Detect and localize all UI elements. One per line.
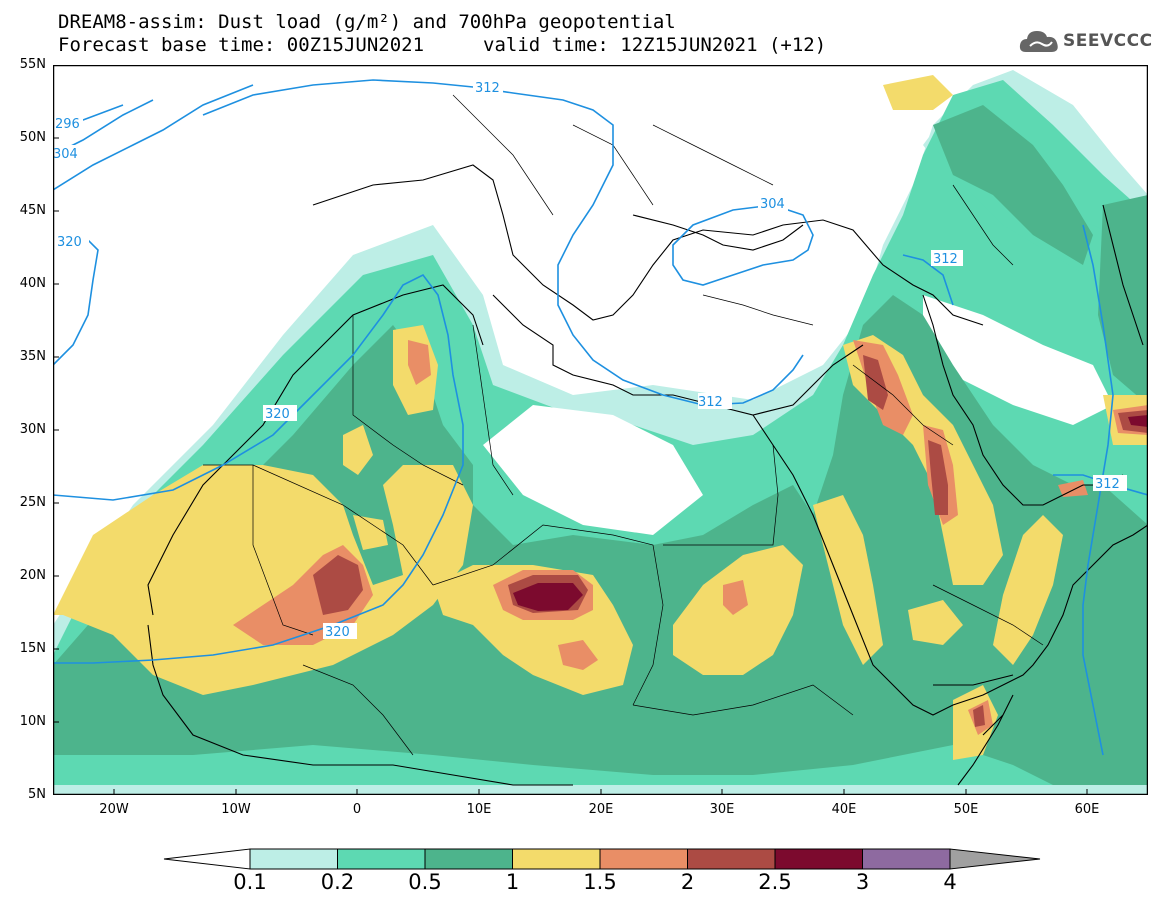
contour-label-boxes bbox=[53, 79, 1127, 639]
colorbar-label: 0.1 bbox=[233, 870, 267, 894]
colorbar-over-triangle bbox=[949, 848, 1041, 870]
lat-label: 5N bbox=[28, 787, 46, 802]
lat-label: 30N bbox=[19, 422, 46, 437]
colorbar-label: 2.5 bbox=[758, 870, 792, 894]
lat-label: 55N bbox=[19, 57, 46, 72]
colorbar-cell bbox=[249, 848, 338, 870]
colorbar-cell bbox=[862, 848, 951, 870]
forecast-times: Forecast base time: 00Z15JUN2021 valid ti… bbox=[58, 34, 826, 56]
map-title: DREAM8-assim: Dust load (g/m²) and 700hP… bbox=[58, 11, 676, 33]
colorbar-cell bbox=[687, 848, 776, 870]
lon-label: 40E bbox=[831, 802, 857, 817]
colorbar-label: 3 bbox=[855, 870, 870, 894]
colorbar-cell bbox=[337, 848, 426, 870]
lon-label: 0 bbox=[352, 802, 362, 817]
lat-label: 40N bbox=[19, 276, 46, 291]
lat-label: 50N bbox=[19, 130, 46, 145]
contour-label: 320 bbox=[265, 407, 290, 422]
colorbar-cell bbox=[599, 848, 688, 870]
base-time: Forecast base time: 00Z15JUN2021 bbox=[58, 34, 425, 56]
lon-label: 30E bbox=[709, 802, 735, 817]
lat-label: 20N bbox=[19, 568, 46, 583]
cloud-icon bbox=[1019, 31, 1058, 52]
dust-gaps bbox=[433, 70, 1113, 535]
lat-label: 10N bbox=[19, 714, 46, 729]
colorbar-cell bbox=[512, 848, 601, 870]
contour-label: 320 bbox=[325, 625, 350, 640]
colorbar-label: 0.5 bbox=[408, 870, 442, 894]
valid-time: valid time: 12Z15JUN2021 (+12) bbox=[483, 34, 827, 56]
contour-label: 304 bbox=[53, 147, 78, 162]
lat-label: 25N bbox=[19, 495, 46, 510]
contour-label: 312 bbox=[933, 252, 958, 267]
lon-label: 20E bbox=[588, 802, 614, 817]
colorbar bbox=[160, 843, 1045, 883]
lon-label: 20W bbox=[99, 802, 129, 817]
contour-label: 304 bbox=[760, 197, 785, 212]
colorbar-label: 1.5 bbox=[583, 870, 617, 894]
colorbar-label: 2 bbox=[680, 870, 695, 894]
colorbar-cells bbox=[163, 848, 1041, 870]
colorbar-cell bbox=[774, 848, 863, 870]
lat-label: 35N bbox=[19, 349, 46, 364]
lat-label: 15N bbox=[19, 641, 46, 656]
colorbar-cell bbox=[424, 848, 513, 870]
colorbar-label: 1 bbox=[505, 870, 520, 894]
contour-label: 320 bbox=[57, 235, 82, 250]
colorbar-under-triangle bbox=[163, 848, 251, 870]
dust-level-2.5 bbox=[513, 415, 1148, 611]
contour-label: 312 bbox=[698, 395, 723, 410]
colorbar-label: 0.2 bbox=[320, 870, 355, 894]
contour-label: 296 bbox=[55, 117, 80, 132]
lon-label: 60E bbox=[1074, 802, 1100, 817]
contour-label: 312 bbox=[475, 81, 500, 96]
contour-label: 312 bbox=[1095, 477, 1120, 492]
country-borders bbox=[203, 94, 1044, 756]
dust-load-map: 296 304 312 320 312 320 320 312 304 312 bbox=[53, 65, 1148, 795]
lon-label: 10E bbox=[466, 802, 492, 817]
logo-text: SEEVCCC bbox=[1063, 31, 1153, 51]
lon-label: 10W bbox=[221, 802, 251, 817]
contour-labels: 296 304 312 320 312 320 320 312 304 312 bbox=[53, 81, 1120, 640]
lon-label: 50E bbox=[953, 802, 979, 817]
seevccc-logo: SEEVCCC bbox=[1018, 26, 1152, 56]
lat-label: 45N bbox=[19, 203, 46, 218]
coastlines bbox=[147, 164, 1148, 786]
colorbar-label: 4 bbox=[943, 870, 957, 894]
